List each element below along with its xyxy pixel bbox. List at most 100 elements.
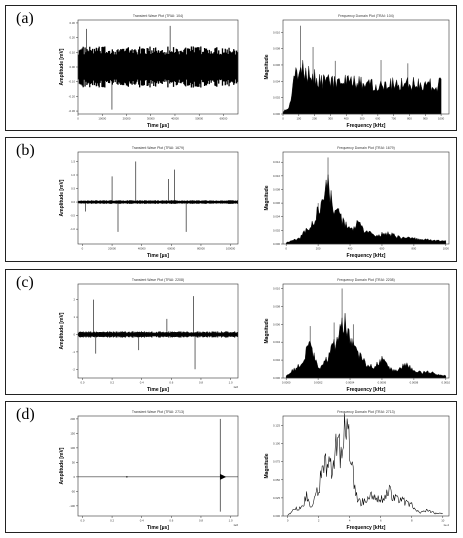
y-tick-label: 0.000 bbox=[273, 242, 280, 246]
plot-frame bbox=[77, 415, 239, 517]
y-tick-label: 0 bbox=[73, 332, 75, 336]
plot-area bbox=[287, 413, 443, 516]
x-tick-label: 1.0 bbox=[229, 519, 233, 523]
y-tick-label: 150 bbox=[70, 431, 75, 435]
x-tick-label: 0 bbox=[282, 117, 284, 121]
x-tick-label: 40000 bbox=[171, 117, 179, 121]
y-tick-label: 0.050 bbox=[273, 478, 280, 482]
x-exponent: 1e-4 bbox=[443, 523, 449, 527]
transient-wave-plot-b: Transient Wave Plot (TRAI: 1679) 0 20000 40… bbox=[59, 146, 239, 259]
x-tick-label: 20000 bbox=[108, 247, 116, 251]
y-tick-label: 0.002 bbox=[273, 96, 280, 100]
x-tick-label: 600 bbox=[380, 247, 385, 251]
y-tick-label: -0.5 bbox=[70, 214, 75, 218]
spectrum-line bbox=[287, 413, 443, 516]
chart-title: Transient Wave Plot (TRAI: 1679) bbox=[132, 146, 184, 150]
y-tick-label: 100 bbox=[70, 446, 75, 450]
y-tick-label: 0.000 bbox=[273, 112, 280, 116]
y-tick-label: 50 bbox=[72, 460, 76, 464]
x-tick-label: 400 bbox=[344, 117, 349, 121]
chart-title: Frequency Domain Plot (TRAI: 1679) bbox=[337, 146, 395, 150]
y-tick-label: -0.30 bbox=[69, 109, 76, 113]
y-axis-label: Amplitude [mV] bbox=[59, 312, 65, 349]
x-tick-label: 0.2 bbox=[110, 519, 114, 523]
spectrum-area bbox=[285, 313, 447, 379]
x-tick-label: 500 bbox=[360, 117, 365, 121]
y-tick-label: 2 bbox=[73, 298, 75, 302]
x-tick-label: 100 bbox=[296, 117, 301, 121]
y-axis-label: Amplitude [mV] bbox=[59, 179, 65, 216]
y-tick-label: 0.010 bbox=[273, 174, 280, 178]
y-tick-label: 0.10 bbox=[70, 50, 76, 54]
y-axis-label: Amplitude [mV] bbox=[59, 447, 65, 484]
x-exponent: 1e6 bbox=[233, 385, 238, 389]
chart-title: Frequency Domain Plot (TRAI: 104) bbox=[338, 14, 394, 18]
panel-label: (d) bbox=[16, 406, 35, 423]
y-tick-label: 0.075 bbox=[273, 460, 280, 464]
y-tick-label: 0.008 bbox=[273, 47, 280, 51]
x-axis-label: Frequency [kHz] bbox=[347, 387, 386, 393]
x-tick-label: 200 bbox=[312, 117, 317, 121]
x-axis-label: Time [µs] bbox=[147, 123, 169, 129]
x-tick-label: 200 bbox=[316, 247, 321, 251]
y-tick-label: 0.30 bbox=[70, 21, 76, 25]
x-tick-label: 0 bbox=[82, 247, 84, 251]
transient-wave-plot-a: Transient Wave Plot (TRAI: 104) 0 10000 200… bbox=[59, 14, 239, 129]
plot-area bbox=[77, 25, 239, 110]
panel-a: (a) bbox=[5, 5, 457, 131]
impulse-decay bbox=[220, 473, 227, 480]
transient-wave-plot-d: Transient Wave Plot (TRAI: 2713) 0.0 0.2 0.… bbox=[59, 410, 239, 531]
chart-title: Frequency Domain Plot (TRAI: 2208) bbox=[337, 278, 395, 282]
plot-area bbox=[78, 418, 238, 512]
x-tick-label: 0.0000 bbox=[282, 381, 291, 385]
y-tick-label: 1 bbox=[73, 315, 75, 319]
y-tick-label: 1.5 bbox=[71, 159, 75, 163]
x-axis-label: Frequency [kHz] bbox=[347, 253, 386, 259]
y-tick-label: 1.0 bbox=[71, 173, 75, 177]
y-tick-label: 0.006 bbox=[273, 201, 280, 205]
x-tick-label: 40000 bbox=[138, 247, 146, 251]
x-tick-label: 0.8 bbox=[199, 519, 203, 523]
x-tick-label: 600 bbox=[376, 117, 381, 121]
y-tick-label: 0.008 bbox=[273, 304, 280, 308]
x-tick-label: 1.0 bbox=[229, 381, 233, 385]
plot-area bbox=[285, 288, 447, 379]
x-tick-label: 0.0006 bbox=[378, 381, 387, 385]
y-tick-label: 0.000 bbox=[273, 376, 280, 380]
plot-frame bbox=[282, 415, 450, 517]
x-tick-label: 300 bbox=[328, 117, 333, 121]
x-tick-label: 700 bbox=[391, 117, 396, 121]
y-tick-label: -0.20 bbox=[69, 94, 76, 98]
frequency-domain-plot-c: Frequency Domain Plot (TRAI: 2208)0.0000… bbox=[264, 278, 451, 393]
x-tick-label: 8 bbox=[411, 519, 413, 523]
x-tick-label: 2 bbox=[318, 519, 320, 523]
y-tick-label: 0.008 bbox=[273, 187, 280, 191]
plot-frame bbox=[77, 151, 239, 245]
transient-wave-plot-c: Transient Wave Plot (TRAI: 2208) 0.0 0.2 0.… bbox=[59, 278, 239, 393]
x-tick-label: 0.4 bbox=[140, 519, 144, 523]
waveform-marker bbox=[126, 476, 128, 478]
y-tick-label: -2 bbox=[73, 367, 76, 371]
y-axis-label: Magnitude bbox=[264, 185, 270, 210]
chart-title: Transient Wave Plot (TRAI: 2208) bbox=[132, 278, 184, 282]
x-tick-label: 0 bbox=[77, 117, 79, 121]
x-tick-label: 0 bbox=[287, 519, 289, 523]
y-tick-label: 0.006 bbox=[273, 63, 280, 67]
plot-frame bbox=[77, 283, 239, 379]
y-tick-label: -100 bbox=[69, 504, 75, 508]
x-tick-label: 100000 bbox=[226, 247, 236, 251]
x-tick-label: 10 bbox=[441, 519, 445, 523]
y-tick-label: 0.125 bbox=[273, 423, 280, 427]
plot-area bbox=[282, 25, 442, 115]
x-tick-label: 0.2 bbox=[110, 381, 114, 385]
x-tick-label: 1000 bbox=[438, 117, 445, 121]
x-tick-label: 0.0008 bbox=[410, 381, 419, 385]
chart-title: Frequency Domain Plot (TRAI: 2713) bbox=[337, 410, 395, 414]
y-axis-label: Magnitude bbox=[264, 318, 270, 343]
x-exponent: 1e6 bbox=[233, 523, 238, 527]
plot-frame bbox=[282, 283, 450, 379]
y-tick-label: 0.100 bbox=[273, 442, 280, 446]
panel-d: (d) bbox=[5, 401, 457, 533]
x-axis-label: Time [µs] bbox=[147, 253, 169, 259]
frequency-domain-plot-a: Frequency Domain Plot (TRAI: 104) 0 100 200… bbox=[264, 14, 450, 129]
